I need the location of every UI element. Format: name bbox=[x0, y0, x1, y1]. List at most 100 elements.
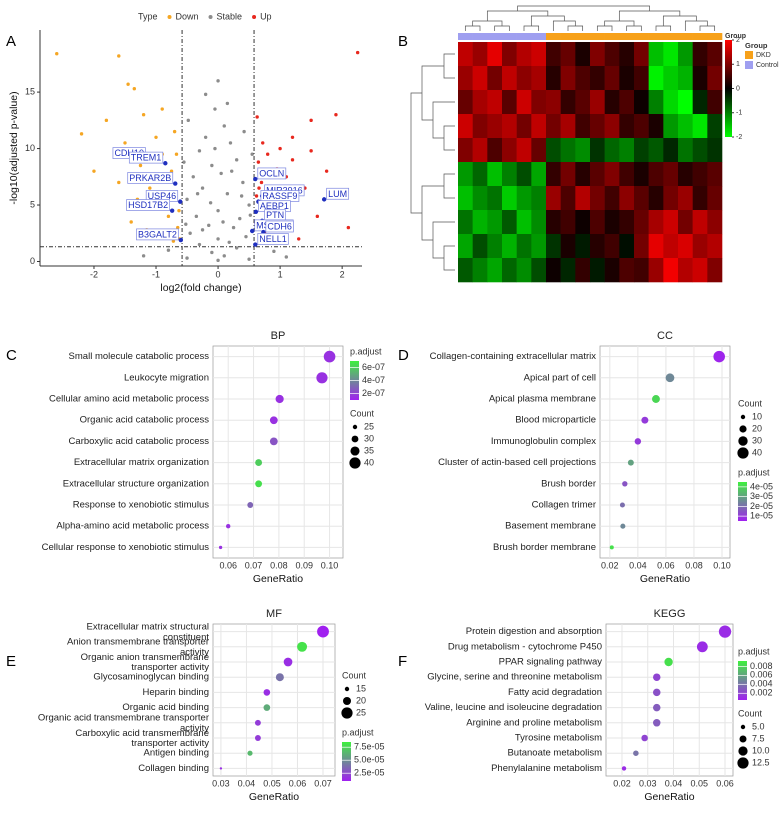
data-point bbox=[244, 234, 248, 239]
size-legend-label: 20 bbox=[752, 423, 762, 433]
data-point bbox=[129, 220, 133, 224]
x-tick-label: 0.04 bbox=[665, 778, 683, 788]
category-label: Immunoglobulin complex bbox=[491, 436, 596, 447]
heatmap-cell bbox=[678, 258, 693, 283]
dot bbox=[275, 394, 284, 404]
heatmap-cell bbox=[692, 210, 708, 235]
legend-title: Count bbox=[350, 408, 375, 418]
group-cell bbox=[634, 33, 649, 40]
heatmap-cell bbox=[590, 90, 605, 115]
data-point bbox=[309, 149, 313, 153]
data-point bbox=[272, 249, 276, 254]
category-label: Response to xenobiotic stimulus bbox=[73, 500, 209, 511]
dot bbox=[652, 703, 661, 712]
x-tick-label: 0.05 bbox=[690, 778, 708, 788]
dendrogram bbox=[443, 125, 455, 151]
x-axis-label: log2(fold change) bbox=[160, 282, 241, 294]
heatmap-cell bbox=[692, 42, 708, 67]
heatmap-cell bbox=[619, 210, 635, 235]
dot bbox=[323, 350, 336, 363]
x-tick-label: 0.07 bbox=[245, 560, 263, 570]
heatmap-cell bbox=[707, 162, 723, 187]
gene-label: CDH6 bbox=[265, 220, 294, 233]
data-point bbox=[174, 152, 179, 156]
heatmap-cell bbox=[663, 138, 679, 163]
heatmap-cell bbox=[502, 162, 517, 187]
legend-label: DKD bbox=[756, 52, 771, 59]
heatmap-cell bbox=[648, 90, 664, 115]
gene-label-text: OCLN bbox=[259, 168, 284, 178]
heatmap-cell bbox=[546, 186, 561, 211]
highlight-point bbox=[173, 181, 178, 186]
size-legend-label: 25 bbox=[364, 421, 374, 431]
data-point bbox=[186, 118, 190, 123]
colorbar bbox=[342, 742, 351, 781]
legend-title: p.adjust bbox=[342, 727, 374, 737]
x-axis-label: GeneRatio bbox=[249, 791, 299, 803]
size-legend-label: 15 bbox=[356, 683, 366, 693]
heatmap-cell bbox=[516, 210, 532, 235]
group-cell bbox=[692, 33, 708, 40]
heatmap-cell bbox=[531, 138, 547, 163]
category-label: Basement membrane bbox=[505, 521, 596, 532]
data-point bbox=[324, 169, 329, 173]
heatmap-cell bbox=[546, 234, 561, 259]
size-legend-label: 10.0 bbox=[752, 745, 770, 755]
heatmap-cell bbox=[590, 66, 605, 91]
colorbar-tick-label: 2.5e-05 bbox=[354, 768, 385, 778]
heatmap-cell bbox=[604, 162, 620, 187]
panel-letter: E bbox=[6, 653, 16, 670]
legend-swatch bbox=[745, 51, 753, 59]
colorbar-tick-label: 4e-05 bbox=[750, 481, 773, 491]
heatmap-cell bbox=[619, 138, 635, 163]
heatmap-cell bbox=[516, 90, 532, 115]
heatmap-cell bbox=[604, 210, 620, 235]
heatmap-cell bbox=[707, 114, 723, 139]
heatmap-cell bbox=[634, 162, 649, 187]
heatmap-cell bbox=[575, 114, 591, 139]
category-label: Brush border bbox=[541, 478, 596, 489]
size-legend-dot bbox=[739, 735, 747, 743]
heatmap-cell bbox=[531, 186, 547, 211]
dot bbox=[263, 689, 271, 696]
heatmap-cell bbox=[487, 42, 503, 67]
dot bbox=[652, 688, 661, 697]
highlight-point bbox=[163, 161, 168, 166]
group-cell bbox=[487, 33, 503, 40]
category-label: Extracellular matrix organization bbox=[74, 457, 209, 468]
dendrogram bbox=[567, 25, 584, 31]
data-point bbox=[216, 258, 220, 263]
heatmap-cell bbox=[472, 138, 488, 163]
heatmap-cell bbox=[707, 186, 723, 211]
heatmap-cell bbox=[487, 162, 503, 187]
heatmap-cell bbox=[604, 234, 620, 259]
heatmap-cell bbox=[634, 210, 649, 235]
size-legend-dot bbox=[738, 436, 748, 446]
heatmap-cell bbox=[707, 258, 723, 283]
x-tick-label: 0.02 bbox=[613, 778, 631, 788]
heatmap-cell bbox=[516, 258, 532, 283]
dendrogram bbox=[494, 25, 510, 31]
dot bbox=[622, 481, 628, 487]
x-tick-label: 2 bbox=[340, 269, 345, 279]
dot bbox=[634, 438, 642, 445]
heatmap-cell bbox=[692, 234, 708, 259]
heatmap-cell bbox=[560, 234, 576, 259]
size-legend-dot bbox=[341, 707, 353, 719]
dot bbox=[652, 719, 661, 727]
gene-label: B3GALT2 bbox=[136, 228, 179, 241]
data-point bbox=[117, 54, 121, 58]
gene-label: PRKAR2B bbox=[127, 172, 174, 184]
panel-letter: D bbox=[398, 347, 409, 364]
heatmap-cell bbox=[590, 162, 605, 187]
x-axis-label: GeneRatio bbox=[253, 573, 303, 585]
heatmap-cell bbox=[502, 114, 517, 139]
legend-swatch bbox=[252, 15, 257, 19]
y-tick-label: 0 bbox=[30, 256, 35, 266]
heatmap-cell bbox=[487, 66, 503, 91]
heatmap-cell bbox=[619, 90, 635, 115]
gene-label-box bbox=[257, 167, 287, 180]
heatmap-cell bbox=[590, 114, 605, 139]
heatmap-cell bbox=[575, 210, 591, 235]
colorbar-tick-label: -2 bbox=[736, 134, 742, 141]
